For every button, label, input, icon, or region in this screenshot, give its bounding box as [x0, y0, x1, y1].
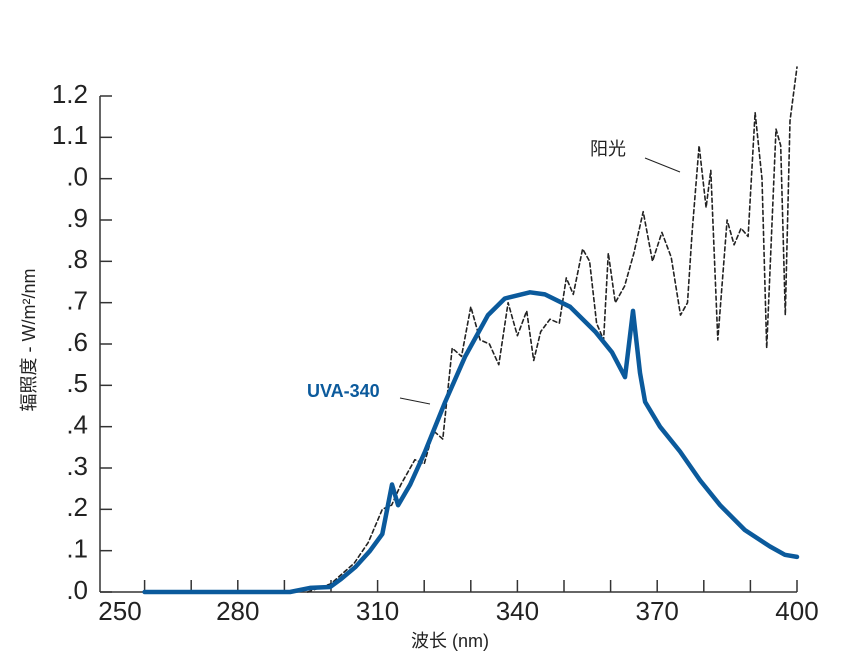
y-tick-label: .4 — [66, 410, 88, 440]
x-axis-title: 波长 (nm) — [411, 631, 489, 651]
x-tick-label: 250 — [98, 596, 141, 626]
y-tick-label: .5 — [66, 368, 88, 398]
leader-line — [644, 157, 681, 173]
x-tick-label: 400 — [775, 596, 818, 626]
y-tick-label: .7 — [66, 286, 88, 316]
y-tick-label: .1 — [66, 534, 88, 564]
series-line — [142, 290, 800, 595]
y-tick-label: .6 — [66, 327, 88, 357]
y-tick-label: 1.2 — [52, 79, 88, 109]
x-tick-label: 370 — [636, 596, 679, 626]
y-tick-label: .9 — [66, 203, 88, 233]
annotation: UVA-340 — [307, 381, 380, 401]
annotation: 阳光 — [590, 139, 626, 159]
y-tick-label: .3 — [66, 451, 88, 481]
y-tick-label: .2 — [66, 492, 88, 522]
y-axis-title: 辐照度 - W/m²/nm — [19, 269, 39, 412]
x-tick-label: 280 — [216, 596, 259, 626]
x-tick-label: 310 — [356, 596, 399, 626]
y-tick-label: .8 — [66, 244, 88, 274]
y-tick-label: .0 — [66, 575, 88, 605]
y-tick-label: 1.1 — [52, 120, 88, 150]
y-tick-label: .0 — [66, 162, 88, 192]
series-line — [306, 66, 798, 593]
x-tick-label: 340 — [496, 596, 539, 626]
leader-line — [399, 397, 431, 405]
